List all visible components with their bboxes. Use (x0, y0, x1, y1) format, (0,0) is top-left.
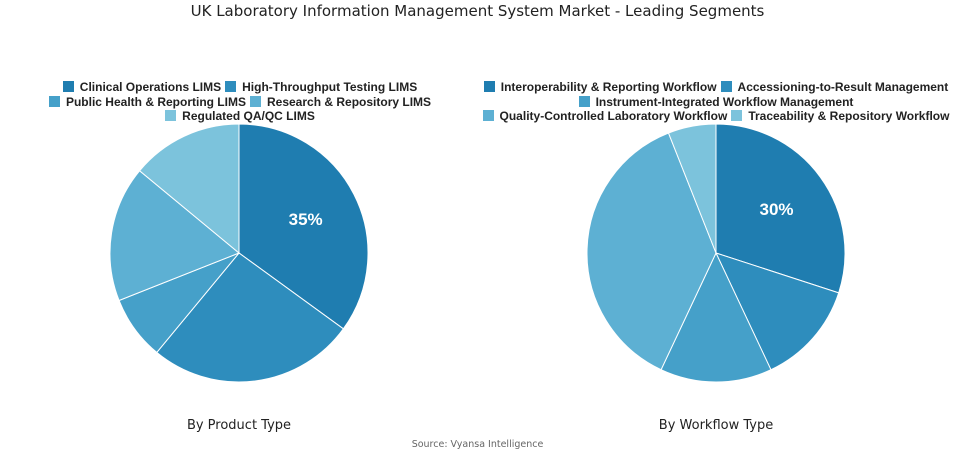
legend-swatch (249, 95, 261, 107)
pie-slice (667, 123, 717, 254)
legend-item: Research & Repository LIMS (249, 94, 432, 110)
data-label: 30% (760, 200, 794, 219)
legend-label: Public Health & Reporting LIMS (65, 94, 246, 109)
legend-item: Traceability & Repository Workflow (731, 109, 949, 124)
legend-swatch (731, 110, 743, 121)
legend-label: Clinical Operations LIMS (79, 80, 222, 94)
legend-label: Traceability & Repository Workflow (748, 109, 950, 123)
legend-label: Regulated QA/QC LIMS (182, 109, 315, 123)
pie-slice (715, 252, 840, 371)
legend-item: Clinical Operations LIMS (62, 80, 222, 95)
pie-slice (138, 123, 240, 255)
legend-item: Public Health & Reporting LIMS (48, 94, 246, 110)
legend-swatch (62, 81, 74, 92)
pie-slice (238, 123, 369, 330)
source-note: Source: Vyansa Intelligence (411, 439, 544, 450)
pie-slice (156, 252, 345, 383)
legend-swatch (483, 81, 495, 92)
legend-label: Instrument-Integrated Workflow Managemen… (595, 94, 854, 109)
pie-slice (586, 132, 717, 371)
legend-item: Accessioning-to-Result Management (720, 80, 949, 95)
legend-swatch (225, 81, 237, 92)
pie-slice (109, 170, 240, 302)
legend-item: Interoperability & Reporting Workflow (483, 80, 717, 95)
legend-item: Instrument-Integrated Workflow Managemen… (578, 94, 854, 110)
pie-slice (660, 251, 772, 383)
legend-swatch (720, 81, 732, 92)
pie-slice (715, 123, 846, 294)
legend-label: Accessioning-to-Result Management (737, 80, 949, 94)
subtitle-product: By Product Type (186, 418, 292, 433)
legend-label: Interoperability & Reporting Workflow (500, 80, 717, 94)
legend-swatch (578, 95, 590, 107)
legend-item: Regulated QA/QC LIMS (165, 109, 315, 124)
subtitle-workflow: By Workflow Type (658, 418, 774, 433)
legend-label: High-Throughput Testing LIMS (242, 80, 418, 94)
legend-workflow: Interoperability & Reporting Workflow Acc… (480, 80, 952, 124)
legend-item: High-Throughput Testing LIMS (225, 80, 417, 95)
legend-swatch (48, 95, 60, 107)
chart-title: UK Laboratory Information Management Sys… (190, 2, 765, 20)
legend-label: Research & Repository LIMS (266, 94, 432, 109)
legend-product: Clinical Operations LIMS High-Throughput … (40, 80, 440, 124)
legend-label: Quality-Controlled Laboratory Workflow (499, 109, 728, 123)
legend-item: Quality-Controlled Laboratory Workflow (482, 109, 728, 124)
data-label: 35% (289, 210, 323, 229)
legend-swatch (165, 110, 177, 121)
legend-swatch (482, 110, 494, 121)
